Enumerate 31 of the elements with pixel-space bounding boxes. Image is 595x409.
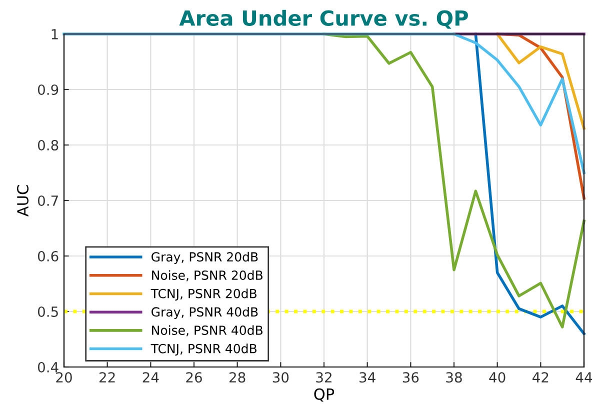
y-tick-label: 0.6 xyxy=(38,250,58,262)
x-tick-label: 24 xyxy=(142,372,159,382)
legend-label: Noise, PSNR 40dB xyxy=(152,325,262,336)
chart-title: Area Under Curve vs. QP xyxy=(179,10,468,29)
x-tick-label: 28 xyxy=(230,372,246,383)
x-tick-label: 22 xyxy=(100,372,115,382)
x-tick-label: 20 xyxy=(56,372,72,383)
legend-label: Noise, PSNR 20dB xyxy=(152,270,262,282)
x-tick-label: 26 xyxy=(186,372,202,383)
legend-label: Gray, PSNR 40dB xyxy=(152,306,258,320)
line-series xyxy=(496,32,586,130)
legend-label: TCNJ, PSNR 20dB xyxy=(150,288,256,301)
x-tick-label: 44 xyxy=(576,372,592,382)
y-axis-title: AUC xyxy=(16,185,29,217)
y-tick-label: 1 xyxy=(52,29,58,40)
y-tick-label: 0.9 xyxy=(38,84,58,95)
y-tick-label: 0.7 xyxy=(38,195,58,206)
y-tick-label: 0.5 xyxy=(38,306,58,317)
line-series xyxy=(474,32,586,336)
x-tick-label: 38 xyxy=(446,372,462,383)
legend-label: TCNJ, PSNR 40dB xyxy=(150,344,256,356)
legend-label: Gray, PSNR 20dB xyxy=(152,252,258,264)
y-tick-label: 0.4 xyxy=(38,362,58,372)
x-tick-label: 30 xyxy=(272,372,289,383)
x-tick-label: 42 xyxy=(532,372,548,382)
x-tick-label: 40 xyxy=(489,372,506,383)
x-tick-label: 32 xyxy=(316,372,332,383)
x-tick-label: 34 xyxy=(360,372,376,383)
x-axis-title: QP xyxy=(314,388,334,402)
y-tick-label: 0.8 xyxy=(38,140,58,150)
x-tick-label: 36 xyxy=(402,372,419,383)
